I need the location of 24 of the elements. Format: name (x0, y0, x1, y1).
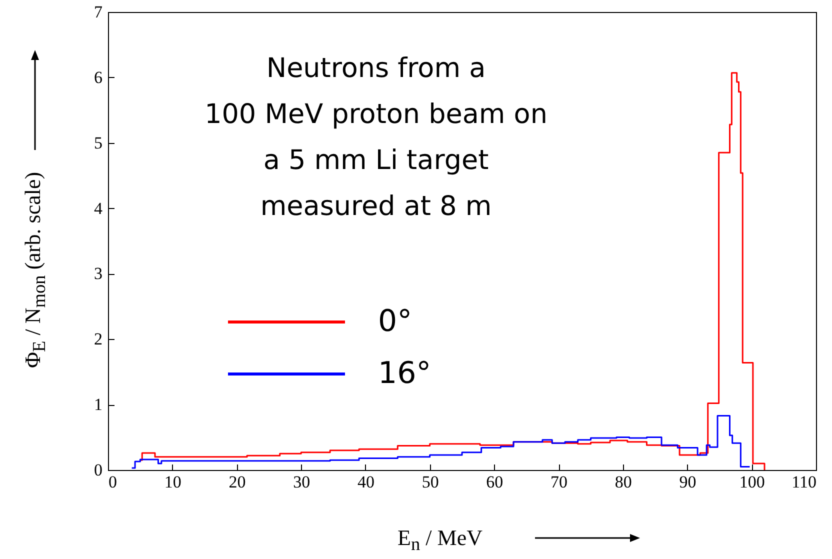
y-tick-label: 1 (94, 395, 102, 414)
x-tick-label: 90 (679, 472, 696, 492)
legend-label: 16° (378, 356, 432, 391)
y-tick-label: 0 (94, 460, 102, 480)
x-tick-label: 50 (422, 472, 439, 492)
x-tick-label: 40 (357, 472, 374, 492)
annotation: Neutrons from a 100 MeV proton beam on a 5 mm Li target measured at 8 m (204, 53, 548, 222)
legend-label: 0° (378, 304, 412, 339)
x-axis-title: E$_{n}$ / MeV (398, 524, 482, 556)
y-tick-label: 3 (94, 264, 102, 284)
y-tick-label: 6 (94, 68, 102, 87)
y-tick-label: 4 (94, 198, 103, 218)
x-tick-label: 30 (293, 472, 310, 492)
x-tick-label: 70 (550, 472, 568, 492)
x-tick-label: 110 (792, 472, 816, 492)
y-tick-label: 5 (94, 133, 102, 152)
x-tick-label: 80 (614, 472, 632, 492)
x-tick-label: 10 (164, 472, 182, 492)
y-tick-label: 7 (94, 2, 103, 22)
x-tick-label: 20 (228, 472, 246, 492)
y-tick-label: 2 (94, 330, 102, 349)
x-tick-label: 0 (108, 472, 117, 492)
x-tick-label: 100 (739, 472, 765, 492)
x-tick-label: 60 (486, 472, 504, 492)
